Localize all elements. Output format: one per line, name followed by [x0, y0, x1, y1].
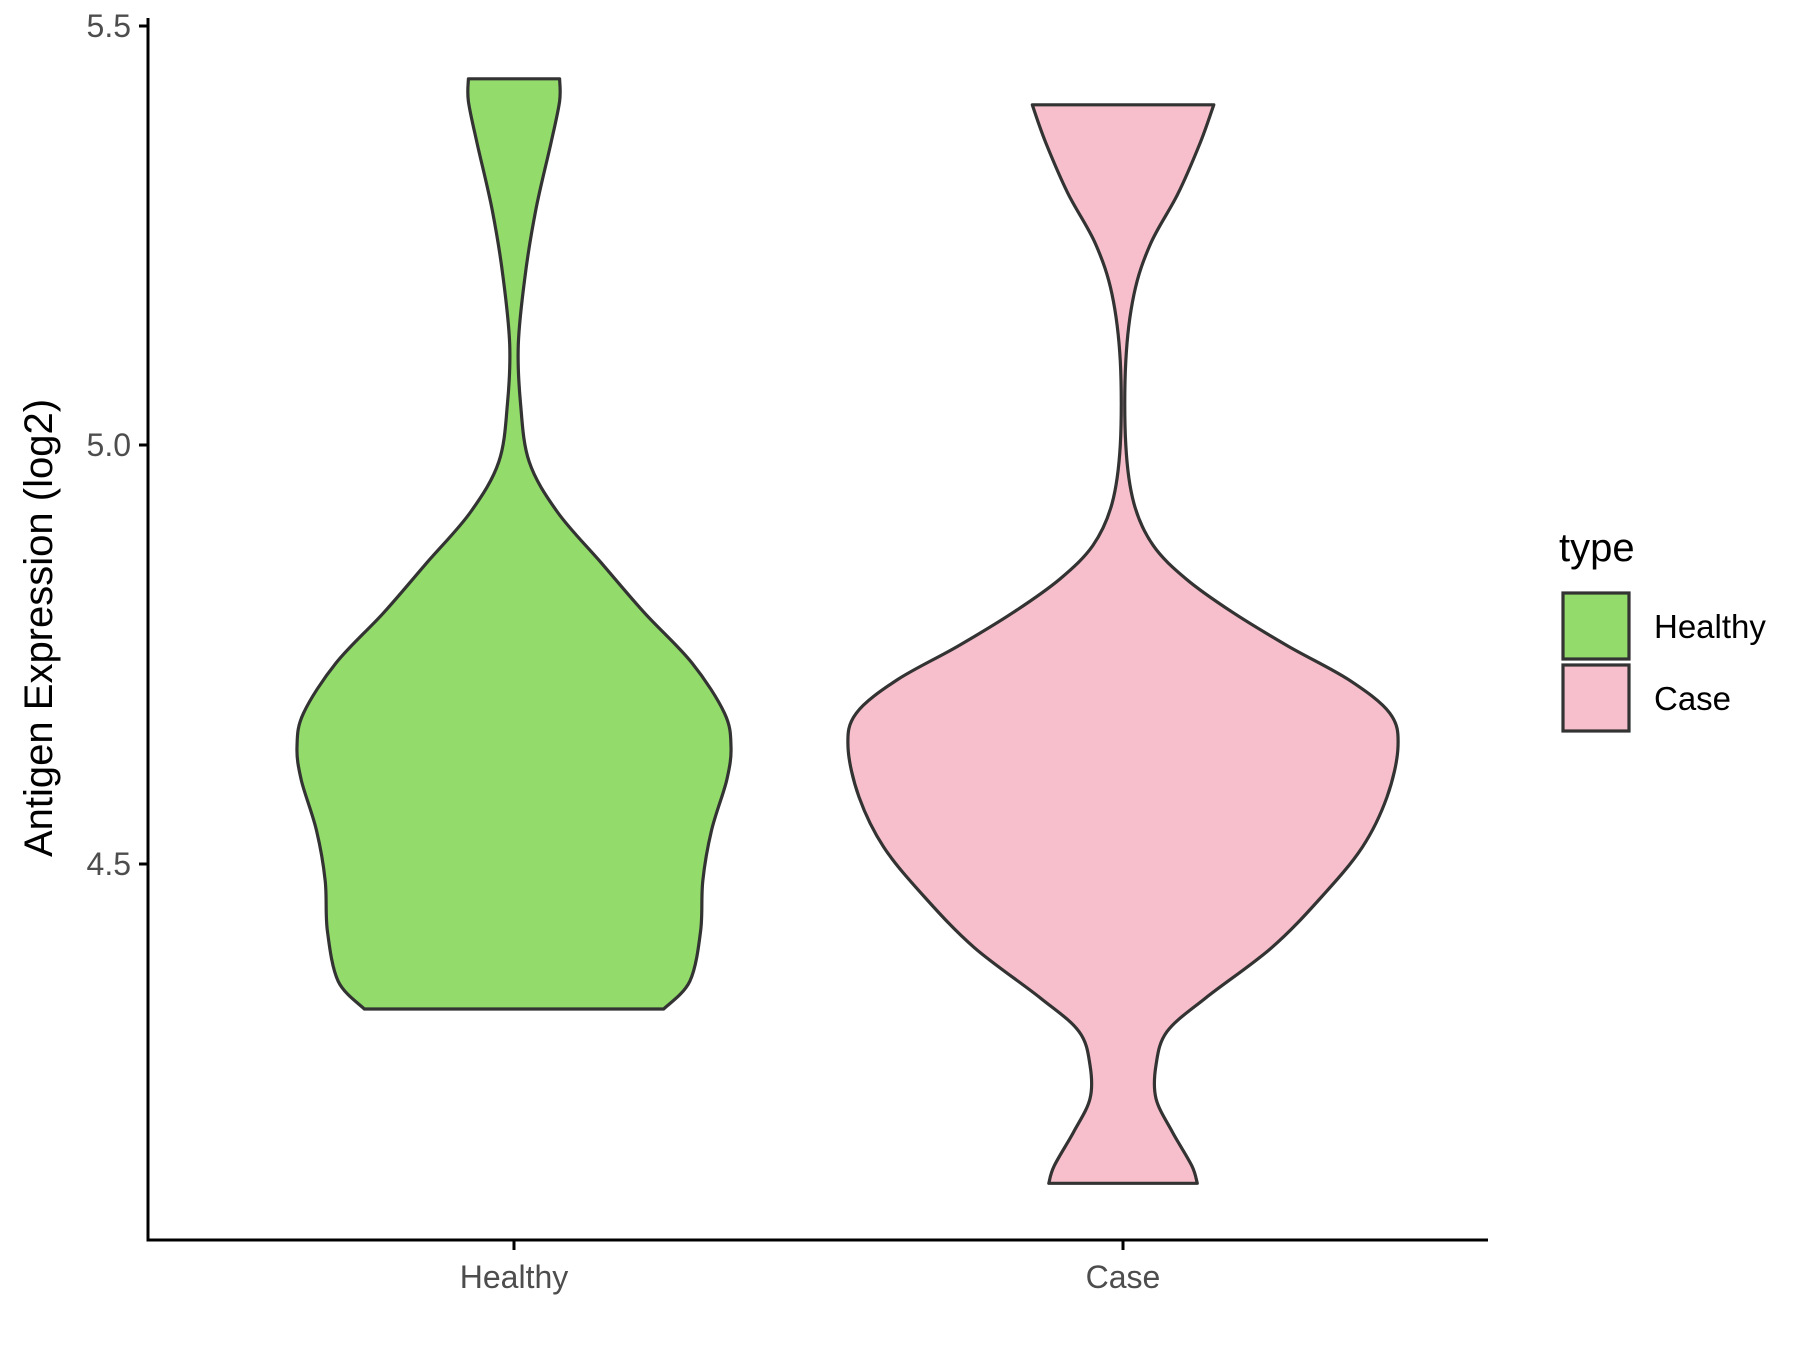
legend-label: Healthy	[1654, 608, 1766, 645]
x-ticks: Healthy Case	[460, 1240, 1161, 1295]
violin-case	[846, 103, 1400, 1185]
violin-layer	[295, 77, 1400, 1185]
axes-layer	[146, 18, 1488, 1242]
legend: type Healthy Case	[1559, 526, 1766, 733]
legend-key-healthy	[1561, 591, 1631, 661]
y-ticks: 4.5 5.0 5.5	[87, 8, 148, 882]
x-tick-label: Healthy	[460, 1259, 569, 1295]
y-tick-label: 4.5	[87, 846, 131, 882]
y-tick-label: 5.0	[87, 427, 131, 463]
legend-key-case	[1561, 663, 1631, 733]
y-axis-title: Antigen Expression (log2)	[17, 399, 61, 857]
legend-title: type	[1559, 526, 1635, 570]
legend-label: Case	[1654, 680, 1731, 717]
y-tick-label: 5.5	[87, 8, 131, 44]
x-tick-label: Case	[1086, 1259, 1161, 1295]
violin-healthy	[295, 77, 733, 1011]
